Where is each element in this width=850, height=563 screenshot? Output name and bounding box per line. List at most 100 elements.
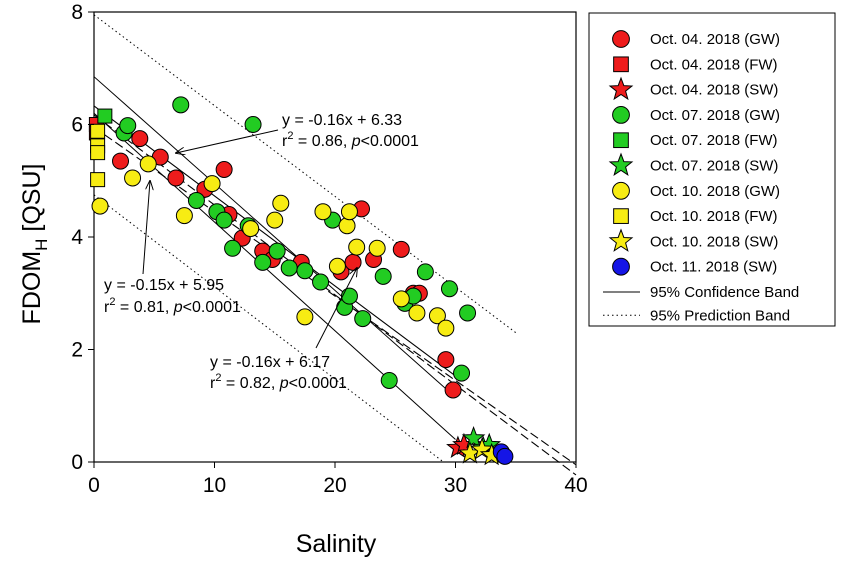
legend-marker <box>613 56 629 73</box>
data-point <box>90 145 106 161</box>
legend-marker <box>613 132 629 149</box>
data-point <box>461 425 486 449</box>
legend-marker <box>613 208 629 224</box>
y-tick-label: 6 <box>71 114 83 137</box>
prediction-band-line-2 <box>93 194 444 463</box>
data-point <box>392 240 410 258</box>
data-point <box>172 96 190 114</box>
data-point <box>496 447 514 465</box>
legend-marker <box>612 106 630 124</box>
legend-label: Oct. 04. 2018 (GW) <box>650 31 780 48</box>
legend-label: Oct. 10. 2018 (FW) <box>650 208 778 225</box>
data-point <box>224 239 242 257</box>
points-layer <box>88 96 514 466</box>
x-axis-title: Salinity <box>296 530 377 558</box>
data-point <box>437 351 455 369</box>
data-point <box>272 194 290 212</box>
annotation-1: y = -0.16x + 6.33 r2 = 0.86, p<0.0001 <box>176 112 419 153</box>
legend-label: Oct. 10. 2018 (SW) <box>650 233 778 250</box>
data-point <box>437 319 455 337</box>
data-point <box>244 116 262 133</box>
annotation-3: y = -0.16x + 6.17 r2 = 0.82, p<0.0001 <box>210 268 357 392</box>
data-point <box>266 211 284 229</box>
regression-line-2 <box>93 126 577 466</box>
legend-label: Oct. 04. 2018 (FW) <box>650 56 778 73</box>
series-9 <box>458 437 504 466</box>
data-point <box>124 169 142 187</box>
annotation-1-equation: y = -0.16x + 6.33 <box>282 112 402 129</box>
data-point <box>374 267 392 285</box>
y-tick-label: 4 <box>71 226 83 249</box>
data-point <box>187 191 205 209</box>
data-point <box>380 371 398 389</box>
y-tick-label: 8 <box>71 1 83 24</box>
regression-line-3 <box>93 114 577 476</box>
data-point <box>340 203 358 221</box>
data-point <box>296 308 314 326</box>
data-point <box>131 130 149 148</box>
series-10 <box>492 443 514 465</box>
data-point <box>344 253 362 271</box>
data-point <box>312 273 330 291</box>
annotation-1-r2: r2 = 0.86, p<0.0001 <box>282 130 419 150</box>
data-point <box>408 304 426 322</box>
legend-item-9: Oct. 10. 2018 (SW) <box>608 228 778 252</box>
series-8 <box>90 123 106 188</box>
legend-band-label: 95% Prediction Band <box>650 307 790 324</box>
annotation-3-r2: r2 = 0.82, p<0.0001 <box>210 372 347 392</box>
legend-item-7: Oct. 10. 2018 (GW) <box>612 181 780 200</box>
data-point <box>97 108 113 124</box>
legend-label: Oct. 11. 2018 (SW) <box>650 259 777 276</box>
confidence-band-line-1 <box>93 76 456 398</box>
data-point <box>268 242 286 260</box>
legend-marker <box>612 257 630 276</box>
data-point <box>354 310 372 328</box>
data-point <box>167 169 185 187</box>
data-point <box>340 287 358 305</box>
data-point <box>296 262 314 280</box>
legend-marker <box>608 76 634 101</box>
legend-marker <box>608 228 634 252</box>
data-point <box>444 381 462 399</box>
legend-item-6: Oct. 07. 2018 (SW) <box>608 152 778 176</box>
data-point <box>459 304 477 322</box>
legend-item-3: Oct. 04. 2018 (SW) <box>608 76 778 101</box>
legend-label: Oct. 04. 2018 (SW) <box>650 82 778 99</box>
legend-item-10: Oct. 11. 2018 (SW) <box>612 257 777 276</box>
legend-box <box>588 12 836 327</box>
data-point <box>392 290 410 308</box>
annotation-2-r2: r2 = 0.81, p<0.0001 <box>104 296 241 316</box>
legend: Oct. 04. 2018 (GW) Oct. 04. 2018 (FW) Oct.… <box>588 12 836 327</box>
legend-label: Oct. 07. 2018 (GW) <box>650 107 780 124</box>
data-point <box>328 257 346 275</box>
data-point <box>453 364 471 382</box>
data-point <box>112 152 130 170</box>
axes-layer: 0 10 20 30 40 0 2 4 6 8 <box>71 1 587 497</box>
y-tick-label: 2 <box>71 339 83 362</box>
annotation-2-equation: y = -0.15x + 5.95 <box>104 277 224 294</box>
data-point <box>280 259 298 277</box>
data-point <box>215 161 233 178</box>
data-point <box>203 175 221 193</box>
data-point <box>416 263 434 281</box>
data-point <box>139 155 157 173</box>
data-point <box>428 307 446 325</box>
data-point <box>470 437 494 460</box>
y-tick-label: 0 <box>71 451 83 474</box>
legend-item-1: Oct. 04. 2018 (GW) <box>612 30 780 48</box>
data-point <box>90 123 106 139</box>
legend-marker <box>612 181 630 200</box>
annotation-1-arrow <box>176 129 279 153</box>
y-axis-title: FDOMH [QSU] <box>18 164 51 325</box>
data-point <box>242 220 260 238</box>
data-point <box>314 203 332 221</box>
annotation-3-equation: y = -0.16x + 6.17 <box>210 354 330 371</box>
annotation-3-arrow <box>315 268 357 349</box>
data-point <box>348 238 366 256</box>
legend-band-label: 95% Confidence Band <box>650 284 799 301</box>
legend-band-1: 95% Confidence Band <box>603 284 799 301</box>
x-tick-label: 10 <box>203 474 226 497</box>
data-point <box>254 253 272 271</box>
plot-frame <box>93 11 577 463</box>
